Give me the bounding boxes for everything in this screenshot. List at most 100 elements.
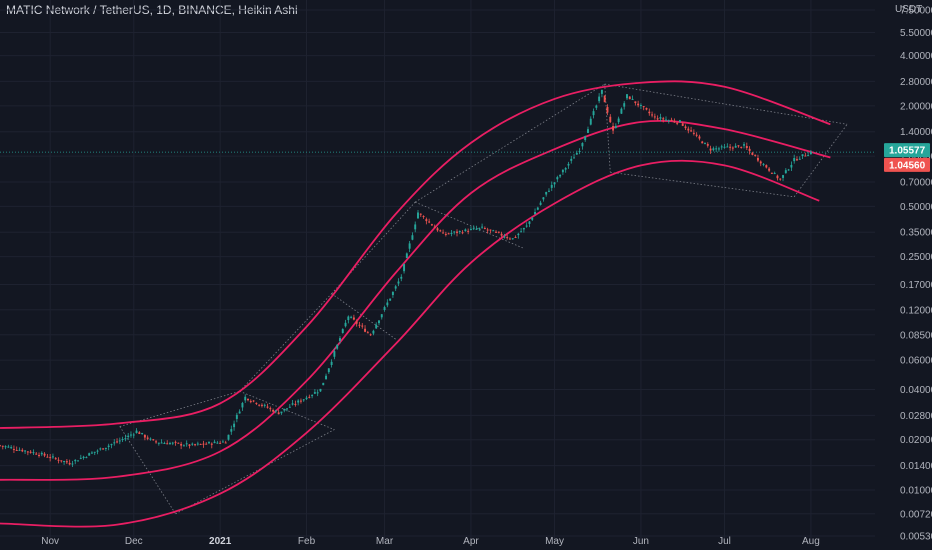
candle-body xyxy=(587,129,589,133)
candle-body xyxy=(653,116,656,118)
dotted-trendlines xyxy=(119,83,848,515)
dotted-trendline xyxy=(414,83,605,203)
candle-body xyxy=(731,147,734,149)
candle-body xyxy=(171,442,174,444)
candle-body xyxy=(567,163,570,166)
candle-body xyxy=(400,276,403,279)
candle-body xyxy=(68,462,71,465)
candle-body xyxy=(7,446,10,448)
candle-body xyxy=(247,398,249,401)
candle-body xyxy=(35,453,38,455)
candle-body xyxy=(497,231,500,233)
candle-body xyxy=(436,228,439,231)
candle-body xyxy=(592,111,595,116)
candle-body xyxy=(227,434,230,440)
candle-body xyxy=(57,459,60,461)
candle-body xyxy=(639,104,642,106)
candle-body xyxy=(196,443,199,445)
candle-body xyxy=(10,447,13,449)
candle-body xyxy=(96,450,99,452)
x-tick-label: May xyxy=(545,536,564,547)
candle-body xyxy=(698,136,701,139)
candle-body xyxy=(347,316,350,321)
candle-body xyxy=(598,96,601,102)
candle-body xyxy=(776,175,779,179)
candle-body xyxy=(219,442,222,444)
last-price-badge: 1.05577 xyxy=(889,146,926,157)
candle-body xyxy=(90,452,93,454)
candle-body xyxy=(734,145,737,148)
candle-body xyxy=(352,317,355,320)
candle-body xyxy=(397,281,400,284)
candle-body xyxy=(40,452,43,455)
candle-body xyxy=(645,107,648,110)
candle-body xyxy=(550,184,553,188)
candle-body xyxy=(428,221,431,223)
candle-body xyxy=(695,134,698,136)
candle-body xyxy=(386,302,389,306)
candle-body xyxy=(743,144,746,146)
candle-body xyxy=(177,442,180,444)
candle-body xyxy=(32,452,35,454)
dotted-trendline xyxy=(415,201,525,249)
candle-body xyxy=(692,132,695,134)
candle-body xyxy=(793,158,796,162)
candle-body xyxy=(589,118,592,125)
candle-body xyxy=(503,236,506,238)
y-tick-label: 2.00000 xyxy=(900,101,932,112)
candle-body xyxy=(38,454,40,456)
candle-body xyxy=(628,96,631,100)
candle-body xyxy=(366,332,369,334)
candle-body xyxy=(233,423,236,428)
y-tick-label: 2.80000 xyxy=(900,77,932,88)
candle-body xyxy=(564,168,567,170)
candle-body xyxy=(294,403,297,405)
channel-curve xyxy=(0,80,831,429)
candle-body xyxy=(595,105,598,108)
dotted-trendline xyxy=(239,293,332,392)
y-tick-label: 0.00530 xyxy=(900,532,932,543)
candle-body xyxy=(102,448,105,450)
candle-body xyxy=(603,95,606,103)
candle-body xyxy=(542,197,545,200)
candle-body xyxy=(54,458,57,460)
candle-body xyxy=(127,435,130,438)
dotted-trendline xyxy=(175,429,335,515)
x-tick-label: Aug xyxy=(802,536,820,547)
candle-body xyxy=(790,164,793,168)
candle-body xyxy=(51,456,54,458)
candle-body xyxy=(277,412,280,415)
candle-body xyxy=(65,461,68,463)
candle-body xyxy=(199,443,202,445)
candle-body xyxy=(316,392,319,394)
candle-body xyxy=(726,146,729,148)
time-axis[interactable]: Nov Dec 2021 Feb Mar Apr May Jun Jul Aug xyxy=(41,536,820,547)
candle-body xyxy=(361,325,364,327)
candle-body xyxy=(26,451,29,453)
candle-body xyxy=(169,443,171,445)
candle-body xyxy=(263,404,266,406)
candle-body xyxy=(389,298,392,301)
candle-body xyxy=(71,463,74,465)
candle-body xyxy=(118,440,121,442)
candle-body xyxy=(319,388,322,392)
candle-body xyxy=(553,182,556,185)
candle-body xyxy=(258,404,261,406)
candle-body xyxy=(419,213,422,215)
candle-body xyxy=(344,322,347,327)
candle-body xyxy=(244,396,247,401)
candle-body xyxy=(333,351,336,357)
candle-body xyxy=(673,121,676,123)
candle-body xyxy=(528,221,531,224)
candle-body xyxy=(63,461,66,463)
candle-body xyxy=(483,228,486,230)
candle-body xyxy=(249,401,252,403)
candle-body xyxy=(433,226,436,228)
candle-body xyxy=(135,430,138,434)
candle-body xyxy=(729,146,732,148)
